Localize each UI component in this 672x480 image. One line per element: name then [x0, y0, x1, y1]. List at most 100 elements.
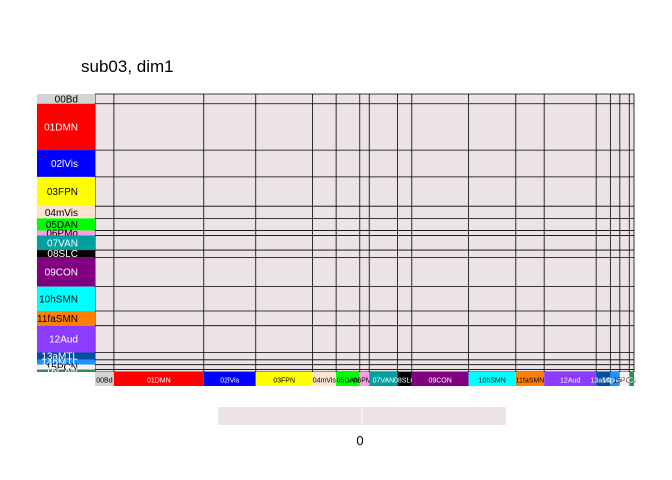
network-grid-lines: [94, 93, 635, 373]
col-label-box-11faSMN: [515, 372, 545, 386]
heatmap-cell-02lVis-03FPN: [255, 150, 313, 177]
heatmap-cell-01DMN-13aMTL: [596, 103, 611, 151]
heatmap-cell-04mVis-10hSMN: [468, 206, 516, 219]
col-label-box-12Aud: [544, 372, 597, 386]
heatmap-cell-13aMTL-00Bd: [95, 352, 114, 360]
heatmap-cell-13aMTL-13aMTL: [596, 352, 611, 360]
col-label-10hSMN: 10hSMN: [479, 378, 506, 385]
heatmap-cell-10hSMN-12Aud: [544, 286, 597, 312]
heatmap-cell-00Bd-05DAN: [336, 94, 360, 104]
heatmap-cell-15PCN-09CON: [411, 364, 469, 370]
heatmap-cell-14pMTL-13aMTL: [596, 359, 611, 365]
heatmap-cell-03FPN-14pMTL: [610, 176, 620, 207]
heatmap-cell-04mVis-08SLC: [397, 206, 412, 219]
heatmap-cell-03FPN-16CAN: [629, 176, 634, 207]
heatmap-cell-15PCN-01DMN: [113, 364, 204, 370]
row-label-07VAN: 07VAN: [47, 238, 78, 249]
heatmap-cell-02lVis-08SLC: [397, 150, 412, 177]
heatmap-cell-05DAN-05DAN: [336, 218, 360, 231]
heatmap-cell-03FPN-11faSMN: [515, 176, 545, 207]
row-label-02lVis: 02lVis: [51, 159, 78, 170]
heatmap-cell-03FPN-00Bd: [95, 176, 114, 207]
heatmap-cell-10hSMN-07VAN: [369, 286, 398, 312]
heatmap-cell-11faSMN-01DMN: [113, 311, 204, 326]
heatmap-cell-16CAN-00Bd: [95, 369, 114, 372]
col-label-box-13aMTL: [596, 372, 611, 386]
heatmap-cell-01DMN-07VAN: [369, 103, 398, 151]
heatmap-cell-02lVis-06PMo: [359, 150, 370, 177]
heatmap-cell-15PCN-14pMTL: [610, 364, 620, 370]
heatmap-cell-16CAN-15PCN: [619, 369, 630, 372]
heatmap-cell-15PCN-07VAN: [369, 364, 398, 370]
heatmap-cell-04mVis-01DMN: [113, 206, 204, 219]
col-label-16CAN: 16CAN: [620, 378, 643, 385]
heatmap-cell-08SLC-12Aud: [544, 250, 597, 258]
row-network-labels: 00Bd 01DMN 02lVis 03FPN 04mVis05DAN06PMo07VA…: [37, 94, 95, 377]
row-label-14pMTL: 14pMTL: [41, 358, 78, 369]
heatmap-cell-04mVis-13aMTL: [596, 206, 611, 219]
row-label-15PCN: 15PCN: [46, 363, 78, 374]
heatmap-cell-04mVis-07VAN: [369, 206, 398, 219]
col-label-07VAN: 07VAN: [373, 378, 395, 385]
heatmap-cell-07VAN-12Aud: [544, 235, 597, 251]
heatmap-cell-06PMo-15PCN: [619, 230, 630, 236]
heatmap-cell-09CON-02lVis: [203, 257, 256, 287]
heatmap-cell-02lVis-02lVis: [203, 150, 256, 177]
heatmap-cell-09CON-01DMN: [113, 257, 204, 287]
heatmap-cell-01DMN-12Aud: [544, 103, 597, 151]
heatmap-cell-06PMo-10hSMN: [468, 230, 516, 236]
row-label-box-07VAN: [37, 235, 95, 251]
heatmap-cell-13aMTL-03FPN: [255, 352, 313, 360]
heatmap-cell-11faSMN-12Aud: [544, 311, 597, 326]
heatmap-cell-07VAN-14pMTL: [610, 235, 620, 251]
heatmap-cell-00Bd-13aMTL: [596, 94, 611, 104]
col-label-box-00Bd: [95, 372, 114, 386]
heatmap-cell-02lVis-11faSMN: [515, 150, 545, 177]
heatmap-cell-05DAN-06PMo: [359, 218, 370, 231]
heatmap-cell-00Bd-15PCN: [619, 94, 630, 104]
heatmap-cell-09CON-08SLC: [397, 257, 412, 287]
heatmap-cell-08SLC-13aMTL: [596, 250, 611, 258]
heatmap-cell-01DMN-02lVis: [203, 103, 256, 151]
heatmap-cell-10hSMN-06PMo: [359, 286, 370, 312]
heatmap-cell-03FPN-10hSMN: [468, 176, 516, 207]
row-label-13aMTL: 13aMTL: [41, 352, 78, 363]
row-label-box-09CON: [37, 257, 95, 287]
heatmap-cell-01DMN-04mVis: [312, 103, 337, 151]
heatmap-cell-10hSMN-11faSMN: [515, 286, 545, 312]
heatmap-cell-03FPN-05DAN: [336, 176, 360, 207]
heatmap-cell-15PCN-15PCN: [619, 364, 630, 370]
heatmap-cell-08SLC-16CAN: [629, 250, 634, 258]
heatmap-cell-12Aud-05DAN: [336, 325, 360, 353]
heatmap-cell-14pMTL-05DAN: [336, 359, 360, 365]
row-label-box-13aMTL: [37, 352, 95, 360]
heatmap-cell-12Aud-02lVis: [203, 325, 256, 353]
row-label-12Aud: 12Aud: [49, 335, 78, 346]
heatmap-cell-16CAN-10hSMN: [468, 369, 516, 372]
heatmap-cell-11faSMN-14pMTL: [610, 311, 620, 326]
heatmap-cell-15PCN-04mVis: [312, 364, 337, 370]
heatmap-cell-08SLC-02lVis: [203, 250, 256, 258]
col-label-09CON: 09CON: [428, 378, 451, 385]
heatmap-cell-11faSMN-04mVis: [312, 311, 337, 326]
heatmap-cell-16CAN-03FPN: [255, 369, 313, 372]
heatmap-cell-16CAN-08SLC: [397, 369, 412, 372]
heatmap-cell-04mVis-09CON: [411, 206, 469, 219]
heatmap-cell-07VAN-03FPN: [255, 235, 313, 251]
heatmap-cell-12Aud-14pMTL: [610, 325, 620, 353]
heatmap-cell-06PMo-05DAN: [336, 230, 360, 236]
heatmap-cell-03FPN-04mVis: [312, 176, 337, 207]
heatmap-cell-02lVis-04mVis: [312, 150, 337, 177]
row-label-box-16CAN: [37, 369, 95, 372]
heatmap-cell-04mVis-15PCN: [619, 206, 630, 219]
heatmap-cell-16CAN-07VAN: [369, 369, 398, 372]
heatmap-cell-15PCN-10hSMN: [468, 364, 516, 370]
heatmap-cell-07VAN-15PCN: [619, 235, 630, 251]
heatmap-cell-14pMTL-10hSMN: [468, 359, 516, 365]
heatmap-cell-03FPN-08SLC: [397, 176, 412, 207]
heatmap-cell-04mVis-16CAN: [629, 206, 634, 219]
heatmap-cell-13aMTL-14pMTL: [610, 352, 620, 360]
heatmap-cell-09CON-06PMo: [359, 257, 370, 287]
heatmap-cell-09CON-00Bd: [95, 257, 114, 287]
